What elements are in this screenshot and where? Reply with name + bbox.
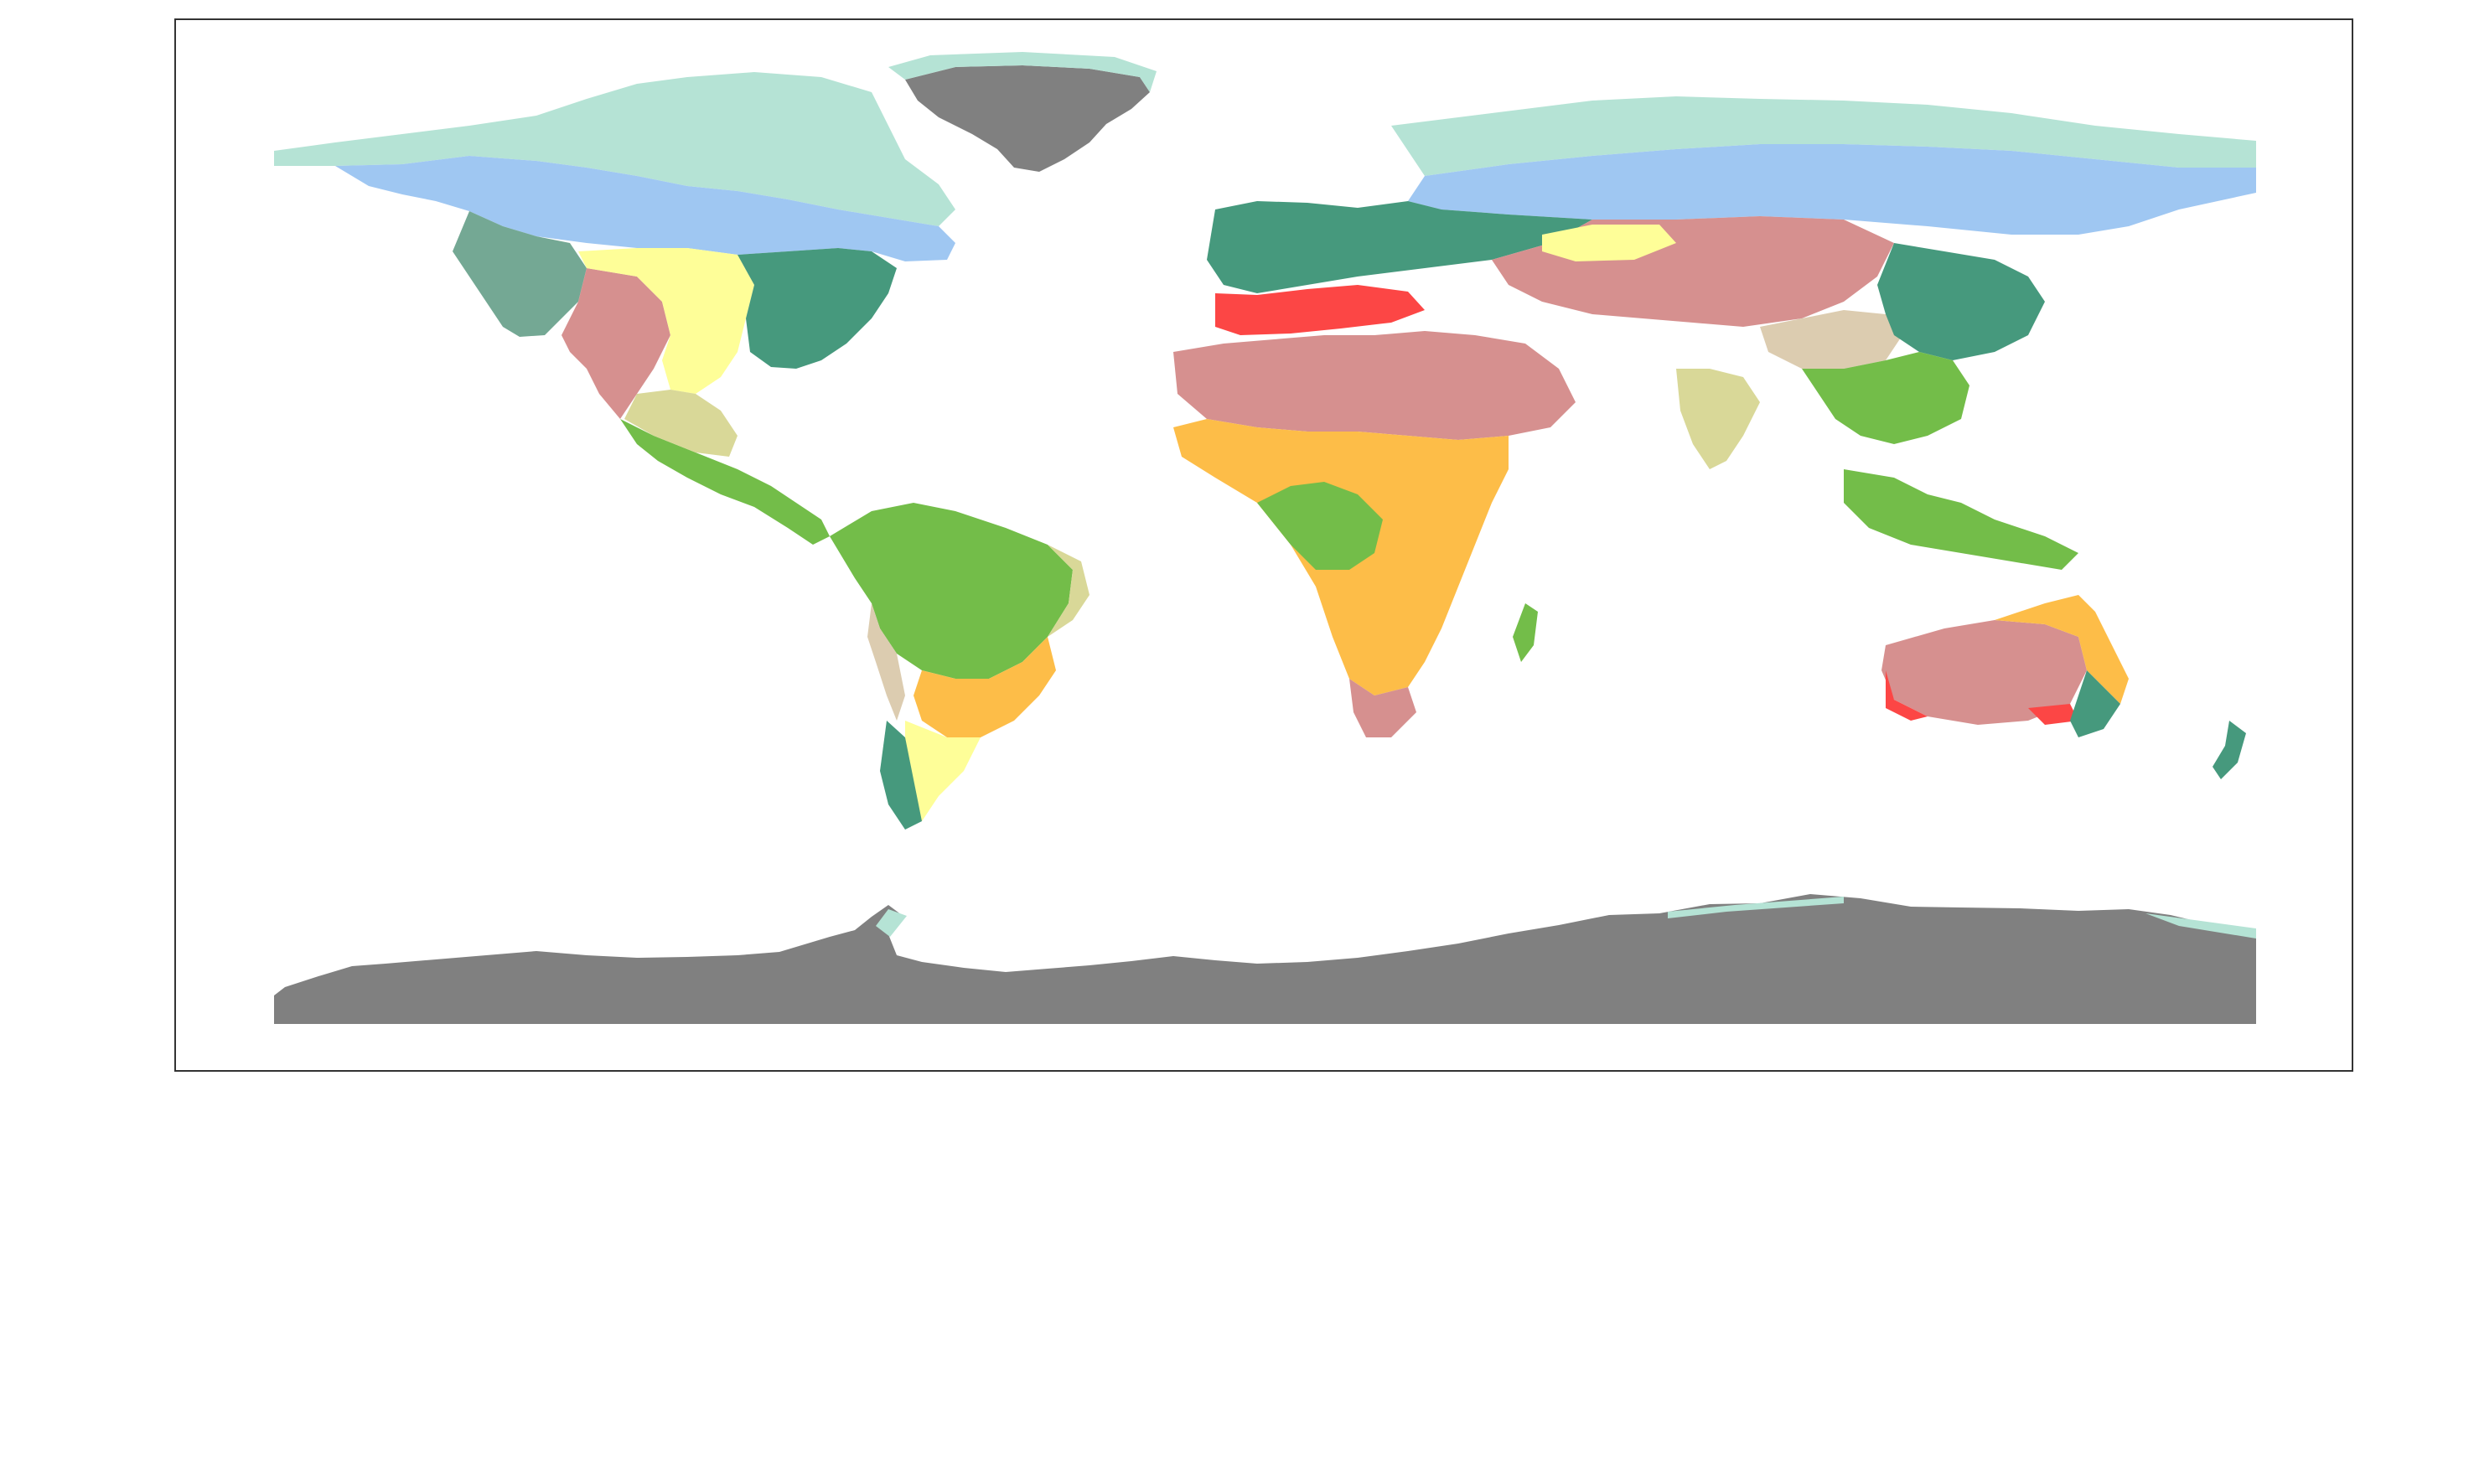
south-america-southern-grassland <box>905 721 981 821</box>
maritime-southeast-asia-forest <box>1844 469 2078 570</box>
tibetan-plateau <box>1760 310 1902 369</box>
europe-temperate-broadleaf <box>1207 201 1592 293</box>
south-america-andes <box>867 603 905 721</box>
south-asia-moist-forest <box>1802 352 1969 444</box>
greenland-tundra-rim <box>888 52 1157 92</box>
sahara-arabia-desert <box>1173 331 1576 440</box>
australia-desert <box>1881 620 2087 725</box>
world-map <box>174 18 2353 1072</box>
mexico-dry-forest <box>624 390 738 457</box>
north-america-temperate-conifer <box>453 211 587 337</box>
central-asia-steppe <box>1542 225 1676 261</box>
southern-africa-desert <box>1349 679 1416 737</box>
eurasia-tundra <box>1391 96 2256 176</box>
australia-north-savanna <box>1995 595 2129 704</box>
australia-southeast-forest <box>2070 670 2120 737</box>
new-zealand <box>2213 721 2246 779</box>
north-america-grassland <box>578 248 754 394</box>
south-america-dry-forest <box>1048 545 1089 637</box>
antarctica-landmass <box>274 894 2256 1024</box>
africa-moist-forest <box>1257 482 1383 570</box>
greenland-landmass <box>905 65 1150 172</box>
eurasia-boreal <box>1408 144 2256 235</box>
south-america-moist-forest <box>830 503 1073 679</box>
india-dry-forest <box>1676 369 1760 469</box>
north-america-tundra <box>274 72 955 226</box>
north-america-desert <box>562 268 670 419</box>
madagascar-forest <box>1513 603 1538 662</box>
north-america-boreal <box>335 156 955 261</box>
south-america-savanna <box>914 637 1056 737</box>
east-asia-temperate-forest <box>1877 243 2045 360</box>
north-america-temperate-broadleaf <box>738 248 897 369</box>
central-america-forests <box>620 419 830 545</box>
south-america-temperate-south <box>880 721 922 830</box>
mediterranean-scrub <box>1215 285 1425 335</box>
australia-mediterranean <box>1886 670 2078 725</box>
